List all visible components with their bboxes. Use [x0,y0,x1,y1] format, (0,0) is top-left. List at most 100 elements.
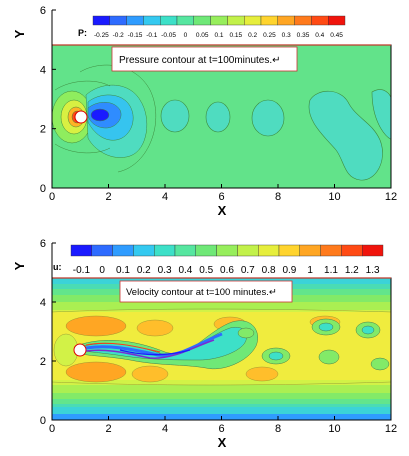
pressure-colorbar-label: -0.2 [113,32,125,39]
velocity-colorbar-swatch [258,244,280,257]
pressure-colorbar-label: 0.15 [229,32,242,39]
pressure-y-tick-label: 2 [40,124,46,136]
pressure-colorbar-swatch [126,15,144,26]
pressure-x-tick-label: 12 [385,191,397,203]
pressure-colorbar-label: 0 [184,32,188,39]
pressure-colorbar: -0.25 -0.2 -0.15 -0.1 -0.05 0 0.05 0.1 0.15 0.2 0.… [92,15,346,39]
velocity-colorbar-swatch [278,244,300,257]
pressure-colorbar-swatch [143,15,161,26]
pressure-colorbar-label: 0.4 [315,32,324,39]
velocity-band [52,398,391,404]
pressure-eddy-4 [308,90,383,181]
pressure-annotation: Pressure contour at t=100minutes.↵ [111,46,298,72]
pressure-plot: -0.25 -0.2 -0.15 -0.1 -0.05 0 0.05 0.1 0.15 0.2 0.… [12,5,397,218]
velocity-accel-bottom [65,361,127,383]
velocity-colorbar-label: 0.8 [262,265,276,276]
pressure-colorbar-swatch [260,15,278,26]
velocity-colorbar-swatch [153,244,176,257]
velocity-colorbar-label: 1.1 [324,265,338,276]
pressure-colorbar-label: 0.1 [214,32,223,39]
pressure-colorbar-label: 0.45 [330,32,343,39]
pressure-colorbar-label: 0.05 [196,32,209,39]
pressure-colorbar-swatch [159,15,178,26]
pressure-annotation-text: Pressure contour at t=100minutes.↵ [119,55,281,66]
velocity-wake-streak [85,339,215,359]
pressure-colorbar-swatch [92,15,110,26]
velocity-x-tick-label: 12 [385,423,397,435]
velocity-vortex-core [318,322,334,332]
pressure-y-axis-label: Y [12,29,27,38]
pressure-eddy-3 [251,99,285,137]
velocity-variable-label: u: [53,262,62,272]
velocity-y-tick-label: 6 [40,238,46,250]
velocity-accel-top [65,315,127,337]
velocity-y-axis-label: Y [12,261,27,270]
velocity-colorbar-swatch [174,244,196,257]
pressure-colorbar-swatch [227,15,245,26]
velocity-colorbar-swatch [133,244,155,257]
pressure-x-tick-label: 10 [328,191,340,203]
velocity-colorbar-label: 0.1 [116,265,130,276]
velocity-colorbar-label: 1 [307,265,313,276]
pressure-axes: 0 2 4 6 8 10 12 0 2 4 6 [40,5,397,203]
pressure-annotation-box [111,46,298,72]
velocity-contour-line [52,381,391,386]
velocity-y-tick-label: 2 [40,356,46,368]
velocity-accel-bottom-2 [131,365,169,383]
pressure-colorbar-label: -0.15 [128,32,143,39]
velocity-x-tick-label: 8 [275,423,281,435]
velocity-accel-bottom-3 [245,366,279,382]
pressure-colorbar-swatch [176,15,194,26]
velocity-colorbar-label: 0.6 [220,265,234,276]
pressure-colorbar-swatch [243,15,262,26]
pressure-x-tick-label: 2 [105,191,111,203]
velocity-band [52,403,391,407]
pressure-colorbar-label: 0.35 [297,32,310,39]
velocity-accel-top-2 [136,319,174,337]
velocity-colorbar-swatch [70,244,92,257]
velocity-colorbar-swatch [299,244,321,257]
pressure-x-axis-label: X [218,203,227,218]
pressure-x-tick-label: 4 [162,191,168,203]
velocity-colorbar-swatch [320,244,342,257]
velocity-x-tick-label: 6 [218,423,224,435]
velocity-y-tick-label: 0 [40,415,46,427]
pressure-cylinder [74,110,88,124]
pressure-colorbar-label: -0.05 [161,32,176,39]
pressure-colorbar-swatch [277,15,295,26]
pressure-colorbar-swatch [328,15,346,26]
velocity-y-tick-label: 4 [40,297,46,309]
velocity-colorbar-label: 0.2 [137,265,151,276]
velocity-band [52,302,391,310]
pressure-colorbar-swatch [109,15,127,26]
velocity-x-tick-label: 4 [162,423,168,435]
velocity-band [52,392,391,399]
pressure-contour-line [54,143,111,154]
velocity-x-tick-label: 10 [328,423,340,435]
pressure-variable-label: P: [78,28,87,38]
velocity-colorbar-label: -0.1 [73,265,91,276]
pressure-colorbar-label: 0.3 [282,32,291,39]
pressure-x-tick-label: 8 [275,191,281,203]
pressure-colorbar-swatch [294,15,312,26]
pressure-x-tick-label: 6 [218,191,224,203]
pressure-colorbar-label: 0.25 [263,32,276,39]
velocity-band [52,385,391,393]
pressure-contour-line [54,80,111,91]
velocity-colorbar-label: 0 [99,265,105,276]
velocity-annotation-text: Velocity contour at t=100 minutes.↵ [126,287,277,298]
pressure-colorbar-label: 0.2 [248,32,257,39]
pressure-eddy-5 [371,89,391,140]
velocity-vortex [318,349,340,365]
pressure-x-tick-label: 0 [49,191,55,203]
velocity-colorbar-label: 0.9 [282,265,296,276]
pressure-eddy-1 [160,99,190,133]
velocity-cylinder [73,343,87,357]
pressure-y-tick-label: 4 [40,64,46,76]
velocity-wake-streak [119,349,191,356]
velocity-colorbar-swatch [341,244,363,257]
velocity-colorbar-label: 0.5 [199,265,213,276]
velocity-colorbar-swatch [362,244,384,257]
velocity-colorbar-label: 0.3 [158,265,172,276]
pressure-wake-min [90,108,110,122]
